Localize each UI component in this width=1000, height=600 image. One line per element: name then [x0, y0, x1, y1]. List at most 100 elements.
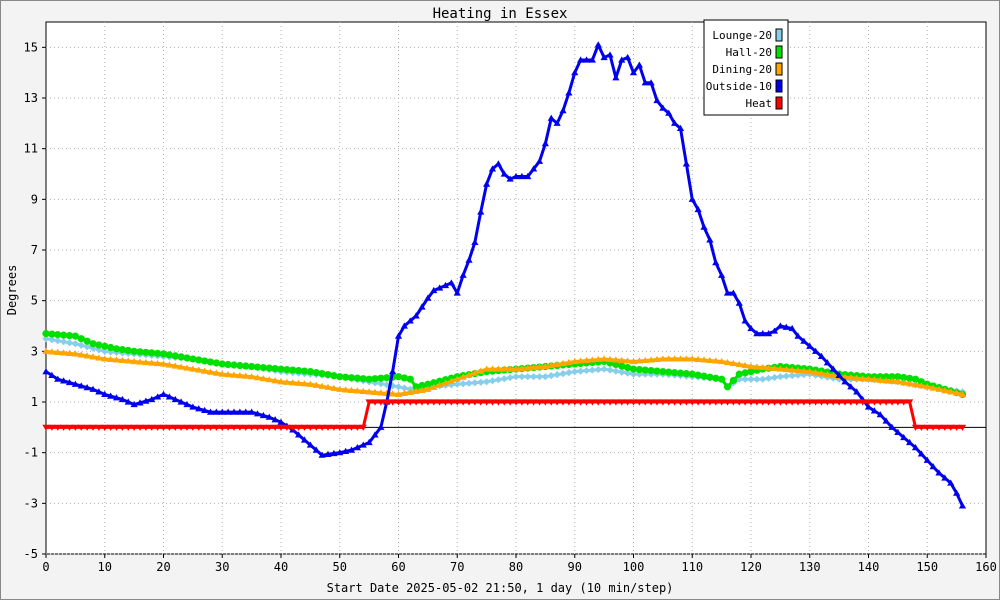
data-point-dining-20 [530, 363, 538, 371]
data-point-outside-10 [530, 165, 538, 172]
data-point-dining-20 [436, 381, 444, 388]
data-point-outside-10 [512, 172, 520, 180]
data-point-outside-10 [817, 352, 826, 359]
data-point-heat [277, 424, 285, 431]
data-point-lounge-20 [500, 375, 508, 383]
data-point-hall-20 [118, 346, 126, 354]
data-point-heat [195, 424, 203, 431]
data-point-outside-10 [336, 449, 344, 456]
data-point-dining-20 [900, 379, 908, 386]
data-point-dining-20 [265, 376, 273, 383]
data-point-outside-10 [494, 160, 502, 167]
data-point-dining-20 [582, 356, 591, 364]
data-point-heat [629, 399, 638, 406]
data-point-dining-20 [588, 356, 596, 363]
data-point-hall-20 [342, 373, 350, 381]
data-point-dining-20 [212, 369, 220, 376]
data-point-outside-10 [577, 56, 585, 63]
data-point-outside-10 [876, 411, 884, 418]
data-point-outside-10 [806, 342, 814, 349]
data-point-heat [947, 424, 955, 431]
data-point-dining-20 [300, 380, 309, 387]
data-point-hall-20 [347, 374, 356, 382]
data-point-outside-10 [136, 399, 144, 406]
data-point-heat [806, 399, 814, 406]
data-point-hall-20 [741, 369, 749, 377]
data-point-hall-20 [171, 352, 179, 360]
data-point-heat [330, 424, 338, 431]
data-point-lounge-20 [624, 369, 632, 377]
data-point-dining-20 [371, 388, 379, 395]
x-tick-label: 130 [799, 560, 821, 574]
data-point-hall-20 [65, 332, 74, 340]
data-point-hall-20 [612, 360, 620, 369]
data-point-heat [271, 424, 279, 431]
data-point-lounge-20 [741, 375, 749, 383]
data-point-lounge-20 [635, 370, 643, 378]
data-point-outside-10 [236, 408, 244, 415]
data-point-dining-20 [148, 359, 156, 366]
data-point-hall-20 [206, 358, 215, 366]
data-point-outside-10 [130, 400, 138, 408]
data-point-heat [870, 399, 878, 406]
data-point-outside-10 [823, 359, 831, 366]
data-point-outside-10 [888, 423, 896, 430]
data-point-heat [876, 399, 884, 406]
data-point-heat [835, 399, 843, 406]
data-point-lounge-20 [54, 337, 62, 345]
data-point-outside-10 [347, 446, 356, 453]
data-point-hall-20 [60, 331, 68, 339]
data-point-heat [253, 424, 262, 431]
data-point-heat [712, 399, 720, 406]
data-point-outside-10 [253, 410, 262, 417]
data-point-hall-20 [89, 340, 97, 348]
data-point-dining-20 [571, 357, 579, 365]
data-point-hall-20 [712, 374, 720, 382]
series-layer [42, 41, 967, 509]
data-point-heat [218, 424, 226, 431]
data-point-hall-20 [735, 370, 743, 378]
data-point-lounge-20 [582, 366, 591, 375]
data-point-hall-20 [154, 349, 162, 357]
data-point-heat [471, 399, 479, 406]
data-point-outside-10 [794, 332, 802, 339]
data-point-outside-10 [782, 323, 790, 330]
data-point-hall-20 [641, 366, 649, 374]
data-point-lounge-20 [571, 368, 579, 376]
data-point-dining-20 [958, 390, 967, 397]
data-point-heat [706, 399, 714, 406]
data-point-dining-20 [130, 357, 138, 365]
data-point-dining-20 [177, 363, 185, 370]
legend-swatch-outside-10 [775, 79, 783, 93]
data-point-dining-20 [201, 367, 209, 374]
legend-swatch-lounge-20 [775, 28, 783, 42]
data-point-outside-10 [171, 395, 179, 403]
data-point-hall-20 [723, 383, 732, 391]
data-point-heat [371, 399, 379, 406]
data-point-heat [236, 424, 244, 431]
data-point-outside-10 [518, 172, 526, 180]
data-point-outside-10 [671, 119, 679, 126]
data-point-heat [958, 424, 967, 431]
data-point-heat [917, 424, 925, 431]
data-point-heat [882, 399, 890, 406]
data-point-dining-20 [917, 382, 925, 389]
data-point-heat [159, 424, 168, 431]
data-point-dining-20 [236, 372, 244, 379]
data-point-heat [565, 399, 573, 406]
data-point-hall-20 [394, 373, 403, 381]
data-point-lounge-20 [800, 371, 808, 379]
data-point-heat [383, 399, 391, 406]
data-point-heat [741, 399, 749, 406]
data-point-heat [259, 424, 267, 431]
data-point-heat [817, 399, 826, 406]
legend-label-hall-20: Hall-20 [726, 46, 772, 59]
data-point-dining-20 [400, 389, 408, 396]
data-point-dining-20 [477, 367, 485, 374]
data-point-lounge-20 [577, 367, 585, 375]
data-point-hall-20 [165, 351, 173, 359]
data-point-hall-20 [671, 369, 679, 377]
data-point-dining-20 [447, 377, 455, 384]
data-point-dining-20 [812, 369, 820, 376]
data-point-hall-20 [253, 363, 262, 371]
